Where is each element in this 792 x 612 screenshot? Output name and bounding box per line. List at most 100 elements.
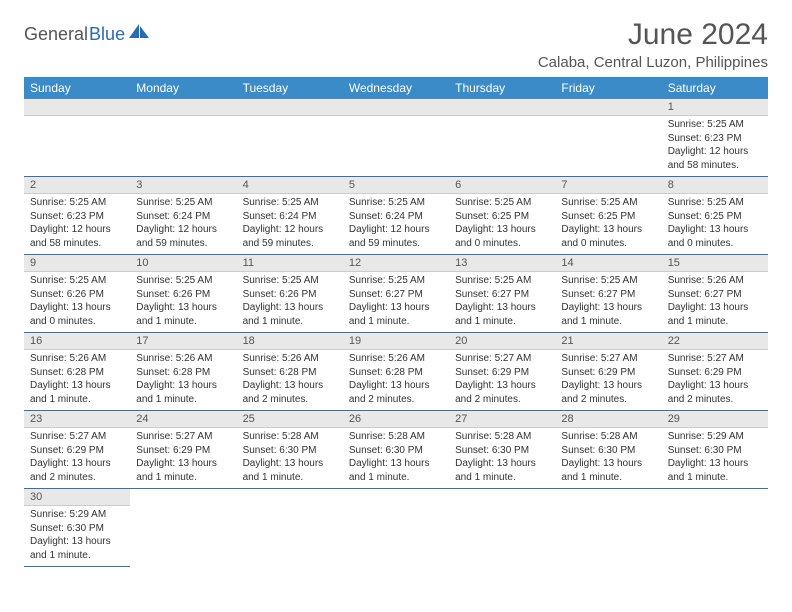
day-number: 5 xyxy=(343,177,449,194)
day-info: Sunrise: 5:25 AMSunset: 6:25 PMDaylight:… xyxy=(662,194,768,254)
day-info: Sunrise: 5:29 AMSunset: 6:30 PMDaylight:… xyxy=(662,428,768,488)
day-cell: 30Sunrise: 5:29 AMSunset: 6:30 PMDayligh… xyxy=(24,489,130,567)
day-cell: 16Sunrise: 5:26 AMSunset: 6:28 PMDayligh… xyxy=(24,333,130,411)
day-cell: 22Sunrise: 5:27 AMSunset: 6:29 PMDayligh… xyxy=(662,333,768,411)
day-info: Sunrise: 5:25 AMSunset: 6:23 PMDaylight:… xyxy=(662,116,768,176)
day-cell xyxy=(24,99,130,177)
day-number: 23 xyxy=(24,411,130,428)
empty-day-header xyxy=(555,99,661,116)
day-cell: 11Sunrise: 5:25 AMSunset: 6:26 PMDayligh… xyxy=(237,255,343,333)
day-cell: 7Sunrise: 5:25 AMSunset: 6:25 PMDaylight… xyxy=(555,177,661,255)
day-info: Sunrise: 5:25 AMSunset: 6:26 PMDaylight:… xyxy=(130,272,236,332)
day-cell xyxy=(662,489,768,567)
day-info: Sunrise: 5:25 AMSunset: 6:27 PMDaylight:… xyxy=(343,272,449,332)
day-cell: 6Sunrise: 5:25 AMSunset: 6:25 PMDaylight… xyxy=(449,177,555,255)
day-number: 2 xyxy=(24,177,130,194)
day-info: Sunrise: 5:27 AMSunset: 6:29 PMDaylight:… xyxy=(555,350,661,410)
day-cell: 1Sunrise: 5:25 AMSunset: 6:23 PMDaylight… xyxy=(662,99,768,177)
day-info: Sunrise: 5:28 AMSunset: 6:30 PMDaylight:… xyxy=(343,428,449,488)
day-header: Sunday xyxy=(24,77,130,99)
day-info: Sunrise: 5:26 AMSunset: 6:28 PMDaylight:… xyxy=(343,350,449,410)
day-header: Tuesday xyxy=(237,77,343,99)
day-cell: 2Sunrise: 5:25 AMSunset: 6:23 PMDaylight… xyxy=(24,177,130,255)
day-info: Sunrise: 5:28 AMSunset: 6:30 PMDaylight:… xyxy=(555,428,661,488)
day-number: 6 xyxy=(449,177,555,194)
day-number: 24 xyxy=(130,411,236,428)
day-number: 1 xyxy=(662,99,768,116)
day-cell: 29Sunrise: 5:29 AMSunset: 6:30 PMDayligh… xyxy=(662,411,768,489)
day-number: 4 xyxy=(237,177,343,194)
day-header-row: SundayMondayTuesdayWednesdayThursdayFrid… xyxy=(24,77,768,99)
empty-day-header xyxy=(237,99,343,116)
day-info: Sunrise: 5:25 AMSunset: 6:27 PMDaylight:… xyxy=(555,272,661,332)
day-info: Sunrise: 5:25 AMSunset: 6:23 PMDaylight:… xyxy=(24,194,130,254)
day-cell xyxy=(449,489,555,567)
day-cell xyxy=(130,99,236,177)
day-number: 17 xyxy=(130,333,236,350)
day-cell: 10Sunrise: 5:25 AMSunset: 6:26 PMDayligh… xyxy=(130,255,236,333)
calendar-head: SundayMondayTuesdayWednesdayThursdayFrid… xyxy=(24,77,768,99)
title-block: June 2024 Calaba, Central Luzon, Philipp… xyxy=(538,18,768,71)
week-row: 30Sunrise: 5:29 AMSunset: 6:30 PMDayligh… xyxy=(24,489,768,567)
day-cell: 28Sunrise: 5:28 AMSunset: 6:30 PMDayligh… xyxy=(555,411,661,489)
day-number: 18 xyxy=(237,333,343,350)
day-cell xyxy=(343,489,449,567)
day-number: 14 xyxy=(555,255,661,272)
day-number: 22 xyxy=(662,333,768,350)
day-number: 8 xyxy=(662,177,768,194)
day-header: Friday xyxy=(555,77,661,99)
day-header: Saturday xyxy=(662,77,768,99)
day-info: Sunrise: 5:25 AMSunset: 6:24 PMDaylight:… xyxy=(343,194,449,254)
day-number: 13 xyxy=(449,255,555,272)
day-cell xyxy=(449,99,555,177)
week-row: 9Sunrise: 5:25 AMSunset: 6:26 PMDaylight… xyxy=(24,255,768,333)
day-header: Wednesday xyxy=(343,77,449,99)
day-cell: 25Sunrise: 5:28 AMSunset: 6:30 PMDayligh… xyxy=(237,411,343,489)
logo-text-general: General xyxy=(24,24,88,45)
week-row: 16Sunrise: 5:26 AMSunset: 6:28 PMDayligh… xyxy=(24,333,768,411)
day-info: Sunrise: 5:25 AMSunset: 6:25 PMDaylight:… xyxy=(449,194,555,254)
day-number: 26 xyxy=(343,411,449,428)
day-info: Sunrise: 5:26 AMSunset: 6:28 PMDaylight:… xyxy=(130,350,236,410)
month-title: June 2024 xyxy=(538,18,768,52)
day-info: Sunrise: 5:25 AMSunset: 6:26 PMDaylight:… xyxy=(24,272,130,332)
week-row: 1Sunrise: 5:25 AMSunset: 6:23 PMDaylight… xyxy=(24,99,768,177)
calendar-page: General Blue June 2024 Calaba, Central L… xyxy=(0,0,792,585)
day-info: Sunrise: 5:25 AMSunset: 6:27 PMDaylight:… xyxy=(449,272,555,332)
empty-day-header xyxy=(130,99,236,116)
day-info: Sunrise: 5:25 AMSunset: 6:25 PMDaylight:… xyxy=(555,194,661,254)
day-number: 19 xyxy=(343,333,449,350)
logo: General Blue xyxy=(24,24,151,45)
day-number: 7 xyxy=(555,177,661,194)
day-number: 16 xyxy=(24,333,130,350)
day-cell: 26Sunrise: 5:28 AMSunset: 6:30 PMDayligh… xyxy=(343,411,449,489)
day-cell xyxy=(343,99,449,177)
day-number: 28 xyxy=(555,411,661,428)
location-label: Calaba, Central Luzon, Philippines xyxy=(538,54,768,71)
day-info: Sunrise: 5:26 AMSunset: 6:28 PMDaylight:… xyxy=(237,350,343,410)
day-header: Thursday xyxy=(449,77,555,99)
day-number: 15 xyxy=(662,255,768,272)
day-cell: 5Sunrise: 5:25 AMSunset: 6:24 PMDaylight… xyxy=(343,177,449,255)
day-cell: 3Sunrise: 5:25 AMSunset: 6:24 PMDaylight… xyxy=(130,177,236,255)
week-row: 2Sunrise: 5:25 AMSunset: 6:23 PMDaylight… xyxy=(24,177,768,255)
day-number: 29 xyxy=(662,411,768,428)
day-cell: 13Sunrise: 5:25 AMSunset: 6:27 PMDayligh… xyxy=(449,255,555,333)
calendar-body: 1Sunrise: 5:25 AMSunset: 6:23 PMDaylight… xyxy=(24,99,768,567)
empty-day-header xyxy=(343,99,449,116)
day-number: 20 xyxy=(449,333,555,350)
day-cell: 21Sunrise: 5:27 AMSunset: 6:29 PMDayligh… xyxy=(555,333,661,411)
day-info: Sunrise: 5:27 AMSunset: 6:29 PMDaylight:… xyxy=(24,428,130,488)
day-cell: 17Sunrise: 5:26 AMSunset: 6:28 PMDayligh… xyxy=(130,333,236,411)
day-number: 25 xyxy=(237,411,343,428)
day-info: Sunrise: 5:25 AMSunset: 6:24 PMDaylight:… xyxy=(237,194,343,254)
day-cell: 15Sunrise: 5:26 AMSunset: 6:27 PMDayligh… xyxy=(662,255,768,333)
day-cell: 4Sunrise: 5:25 AMSunset: 6:24 PMDaylight… xyxy=(237,177,343,255)
day-cell: 14Sunrise: 5:25 AMSunset: 6:27 PMDayligh… xyxy=(555,255,661,333)
day-number: 10 xyxy=(130,255,236,272)
day-info: Sunrise: 5:27 AMSunset: 6:29 PMDaylight:… xyxy=(449,350,555,410)
day-info: Sunrise: 5:27 AMSunset: 6:29 PMDaylight:… xyxy=(662,350,768,410)
calendar-table: SundayMondayTuesdayWednesdayThursdayFrid… xyxy=(24,77,768,567)
day-number: 3 xyxy=(130,177,236,194)
day-number: 27 xyxy=(449,411,555,428)
